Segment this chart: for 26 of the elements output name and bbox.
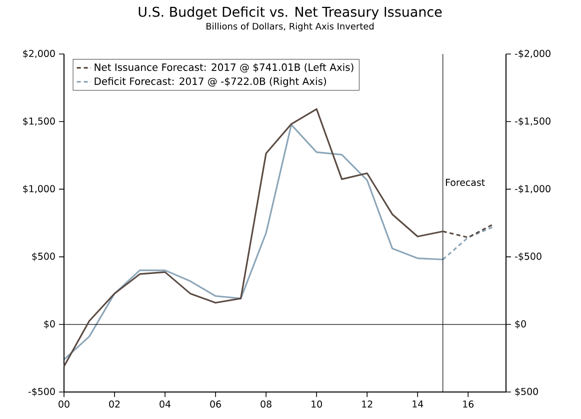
- y-tick-label: $1,000: [23, 184, 55, 194]
- x-tick-label: 04: [160, 400, 171, 408]
- y2-tick-label: -$1,000: [514, 184, 550, 194]
- y-tick-label: $0: [44, 320, 55, 329]
- legend-label: Net Issuance Forecast: 2017 @ $741.01B (Left Axis): [94, 63, 354, 73]
- y-tick-label: $500: [32, 252, 55, 262]
- y-tick-label: $2,000: [23, 50, 55, 58]
- y2-tick-label: -$500: [514, 252, 542, 262]
- y-tick-label: $1,500: [23, 117, 55, 126]
- y2-tick-label: -$2,000: [514, 50, 550, 58]
- y2-tick-label: $0: [515, 320, 526, 329]
- y2-tick-label: -$1,500: [514, 117, 550, 126]
- legend-label: Deficit Forecast: 2017 @ -$722.0B (Right Axis): [94, 77, 326, 87]
- chart-subtitle: Billions of Dollars, Right Axis Inverted: [206, 22, 374, 32]
- ref-line-label: Forecast: [446, 178, 485, 186]
- x-tick-label: 02: [109, 400, 120, 408]
- y2-tick-label: $500: [515, 388, 538, 396]
- y-tick-label: -$500: [28, 388, 55, 396]
- x-tick-label: 08: [260, 400, 272, 408]
- x-tick-label: 10: [312, 400, 322, 408]
- chart-title: U.S. Budget Deficit vs. Net Treasury Issuance: [138, 6, 442, 20]
- x-tick-label: 00: [58, 400, 70, 408]
- x-tick-label: 12: [362, 400, 372, 408]
- x-tick-label: 16: [463, 400, 474, 408]
- x-tick-label: 06: [210, 400, 221, 408]
- x-tick-label: 14: [412, 400, 424, 408]
